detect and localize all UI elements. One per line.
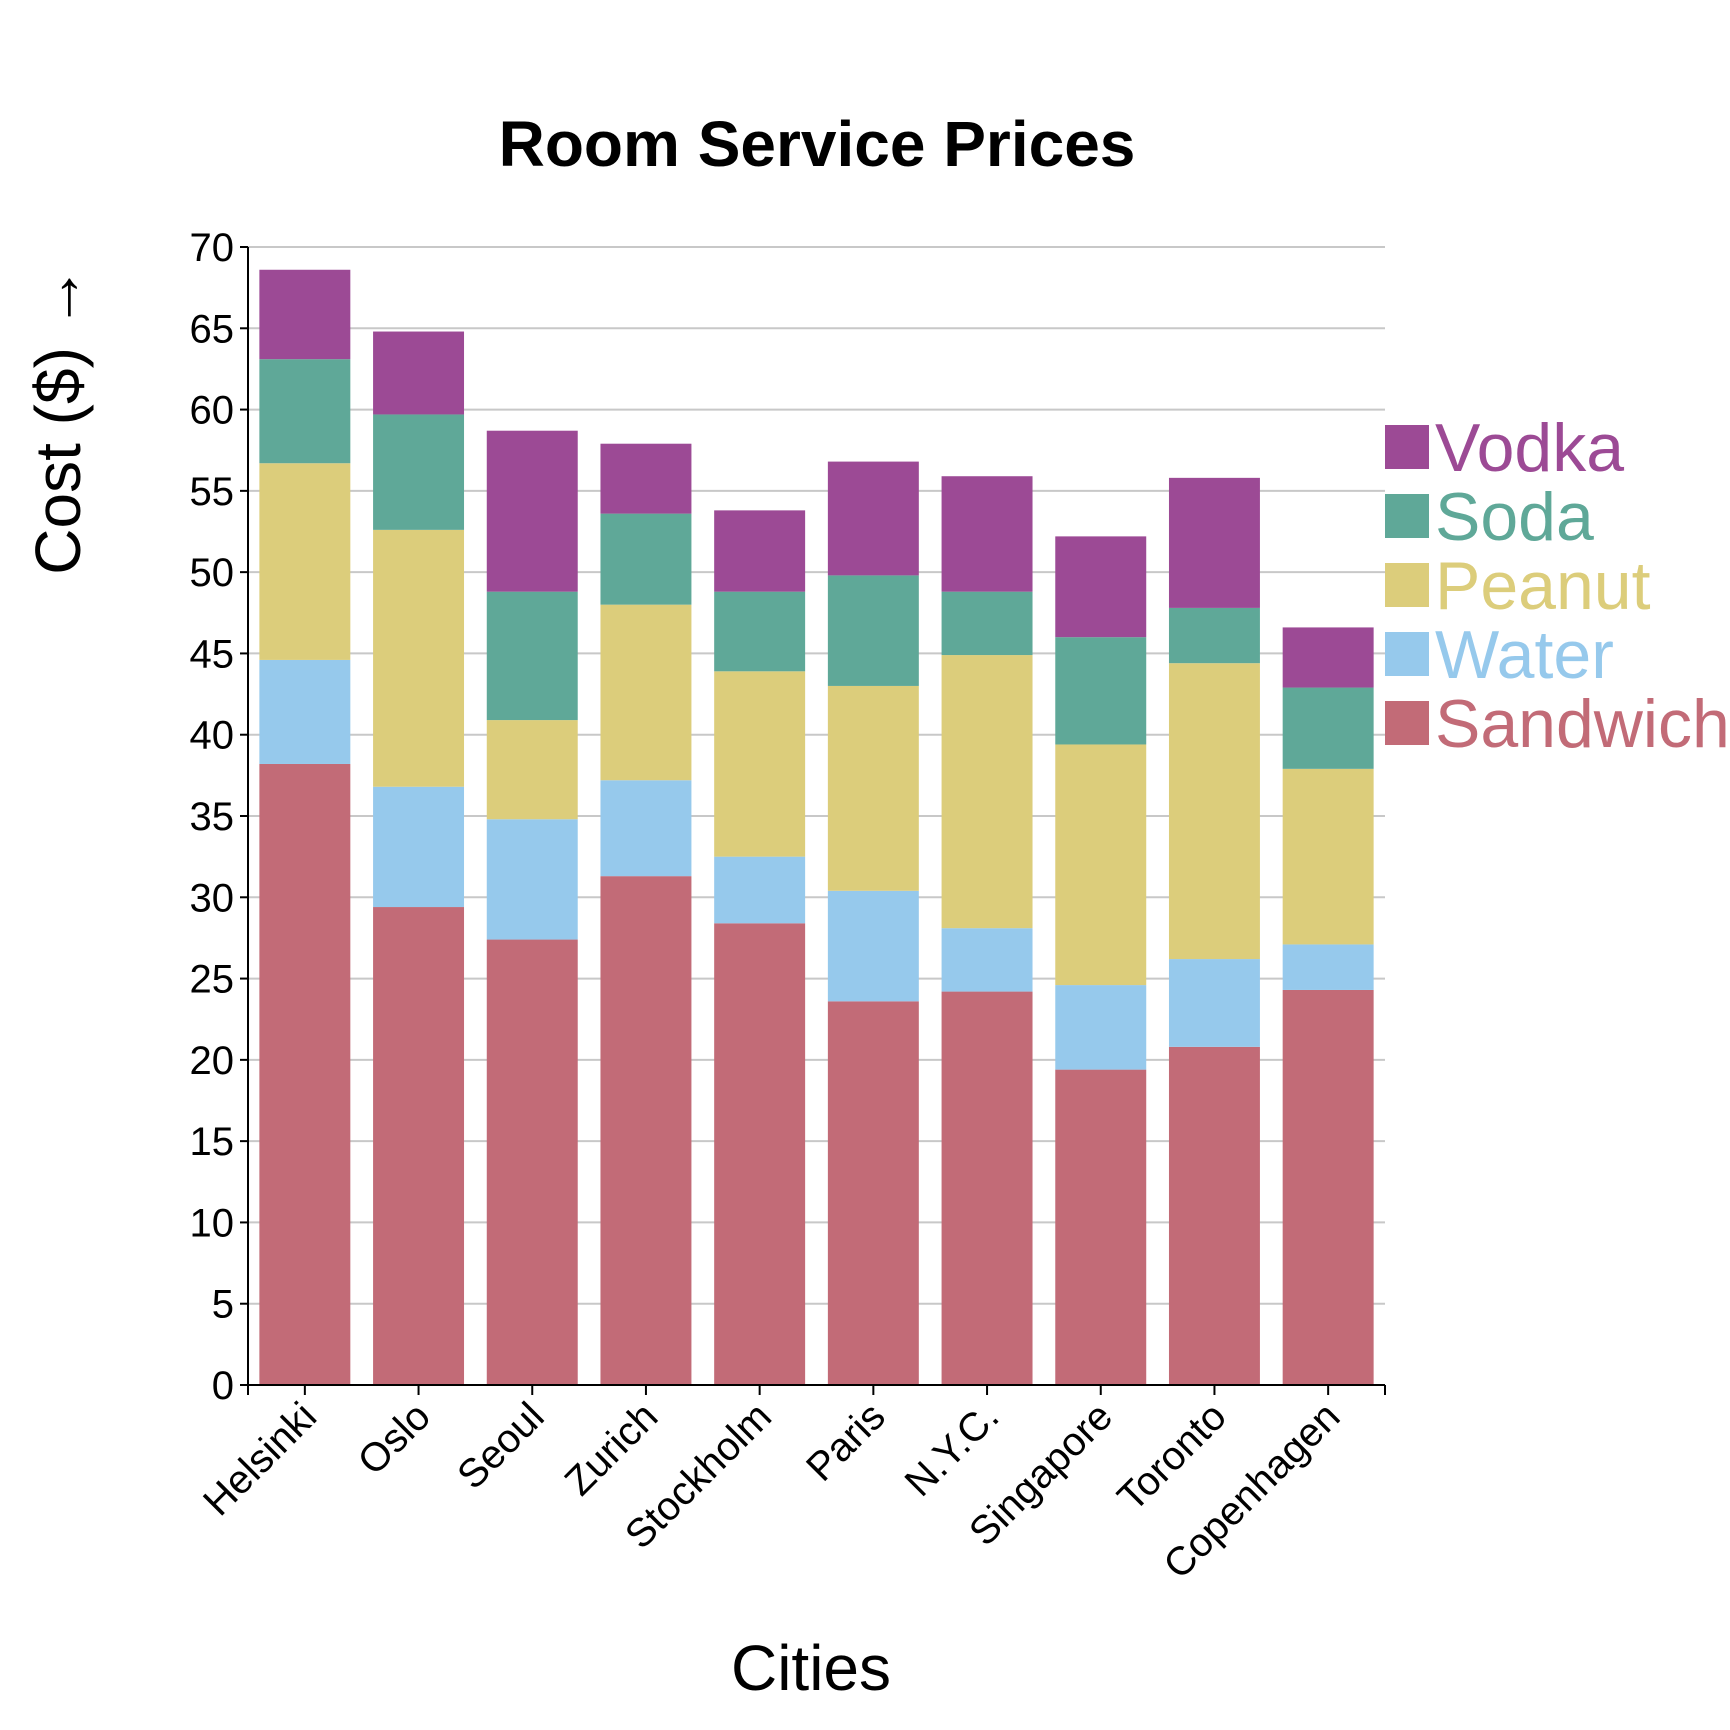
legend-swatch-sandwich xyxy=(1385,701,1429,745)
bar-segment-water-stockholm xyxy=(714,856,806,924)
bar-segment-water-nyc xyxy=(941,928,1033,992)
legend-swatch-peanut xyxy=(1385,563,1429,607)
x-tick-label: Helsinki xyxy=(195,1394,325,1524)
bar-segment-vodka-singapore xyxy=(1055,536,1147,638)
x-axis-title: Cities xyxy=(731,1632,891,1704)
bar-segment-vodka-helsinki xyxy=(259,269,351,360)
bar-segment-sandwich-stockholm xyxy=(714,923,806,1385)
bar-segment-sandwich-helsinki xyxy=(259,763,351,1385)
bar-segment-peanut-nyc xyxy=(941,655,1033,929)
legend-label-soda: Soda xyxy=(1435,479,1594,555)
bar-segment-peanut-oslo xyxy=(373,529,465,787)
bar-segment-vodka-toronto xyxy=(1168,477,1260,608)
bar-segment-peanut-copenhagen xyxy=(1282,768,1374,945)
bar-segment-peanut-paris xyxy=(827,685,919,891)
bar-segment-sandwich-nyc xyxy=(941,991,1033,1385)
bar-segment-vodka-nyc xyxy=(941,476,1033,592)
bar-segment-peanut-seoul xyxy=(486,720,578,820)
bar-segment-peanut-stockholm xyxy=(714,671,806,857)
bar-segment-sandwich-zurich xyxy=(600,876,692,1385)
bar-segment-soda-seoul xyxy=(486,591,578,721)
y-tick-label: 5 xyxy=(212,1283,234,1327)
x-tick-label: Zurich xyxy=(557,1394,667,1504)
y-tick-label: 10 xyxy=(190,1201,235,1245)
bar-segment-sandwich-copenhagen xyxy=(1282,989,1374,1385)
bar-segment-sandwich-singapore xyxy=(1055,1069,1147,1385)
y-tick-label: 0 xyxy=(212,1364,234,1408)
legend-swatch-water xyxy=(1385,632,1429,676)
bar-segment-water-paris xyxy=(827,890,919,1002)
bar-segment-vodka-stockholm xyxy=(714,510,806,592)
bar-segment-soda-oslo xyxy=(373,414,465,530)
y-tick-label: 25 xyxy=(190,958,235,1002)
y-axis-title: Cost ($) → xyxy=(22,265,94,574)
y-tick-label: 30 xyxy=(190,876,235,920)
bar-segment-soda-stockholm xyxy=(714,591,806,672)
legend-swatch-vodka xyxy=(1385,425,1429,469)
bar-segment-water-seoul xyxy=(486,819,578,940)
x-tick-label: Oslo xyxy=(350,1394,439,1483)
y-tick-label: 15 xyxy=(190,1120,235,1164)
x-tick-label: Seoul xyxy=(449,1394,552,1497)
legend-label-vodka: Vodka xyxy=(1435,410,1624,486)
bar-segment-water-toronto xyxy=(1168,959,1260,1047)
y-tick-label: 60 xyxy=(190,389,235,433)
bar-segment-water-zurich xyxy=(600,780,692,877)
y-tick-label: 70 xyxy=(190,226,235,270)
bar-segment-peanut-toronto xyxy=(1168,663,1260,960)
bar-segment-soda-singapore xyxy=(1055,637,1147,745)
bar-segment-vodka-oslo xyxy=(373,331,465,415)
x-tick-label: Paris xyxy=(798,1394,894,1490)
bar-segment-water-helsinki xyxy=(259,659,351,764)
bar-segment-soda-toronto xyxy=(1168,607,1260,664)
bar-segment-soda-helsinki xyxy=(259,359,351,464)
bar-segment-vodka-zurich xyxy=(600,443,692,514)
bar-segment-sandwich-oslo xyxy=(373,907,465,1385)
bar-segment-soda-copenhagen xyxy=(1282,687,1374,769)
y-tick-label: 65 xyxy=(190,307,235,351)
bar-segment-soda-paris xyxy=(827,575,919,686)
y-tick-label: 40 xyxy=(190,714,235,758)
bar-segment-sandwich-toronto xyxy=(1168,1046,1260,1385)
y-tick-label: 55 xyxy=(190,470,235,514)
bar-segment-soda-zurich xyxy=(600,513,692,605)
bar-segment-peanut-zurich xyxy=(600,604,692,781)
bar-segment-soda-nyc xyxy=(941,591,1033,656)
legend-swatch-soda xyxy=(1385,494,1429,538)
y-axis-ticks: 0 5 10 15 20 25 30 35 40 45 50 55 60 65 70 xyxy=(190,226,248,1408)
bar-segment-vodka-paris xyxy=(827,461,919,576)
legend-label-water: Water xyxy=(1435,617,1614,693)
y-tick-label: 45 xyxy=(190,632,235,676)
bar-segment-peanut-singapore xyxy=(1055,744,1147,986)
y-tick-label: 35 xyxy=(190,795,235,839)
bar-segment-sandwich-paris xyxy=(827,1001,919,1385)
y-tick-label: 50 xyxy=(190,551,235,595)
bar-segment-vodka-copenhagen xyxy=(1282,627,1374,688)
bar-segment-water-oslo xyxy=(373,786,465,908)
legend-label-sandwich: Sandwich xyxy=(1435,686,1730,762)
bars xyxy=(259,269,1374,1385)
bar-segment-sandwich-seoul xyxy=(486,939,578,1385)
bar-segment-vodka-seoul xyxy=(486,430,578,592)
bar-segment-water-singapore xyxy=(1055,985,1147,1070)
chart-title: Room Service Prices xyxy=(499,108,1136,180)
bar-segment-water-copenhagen xyxy=(1282,944,1374,990)
y-tick-label: 20 xyxy=(190,1039,235,1083)
legend-label-peanut: Peanut xyxy=(1435,548,1651,624)
bar-segment-peanut-helsinki xyxy=(259,463,351,660)
x-tick-label: N.Y.C. xyxy=(897,1394,1008,1505)
